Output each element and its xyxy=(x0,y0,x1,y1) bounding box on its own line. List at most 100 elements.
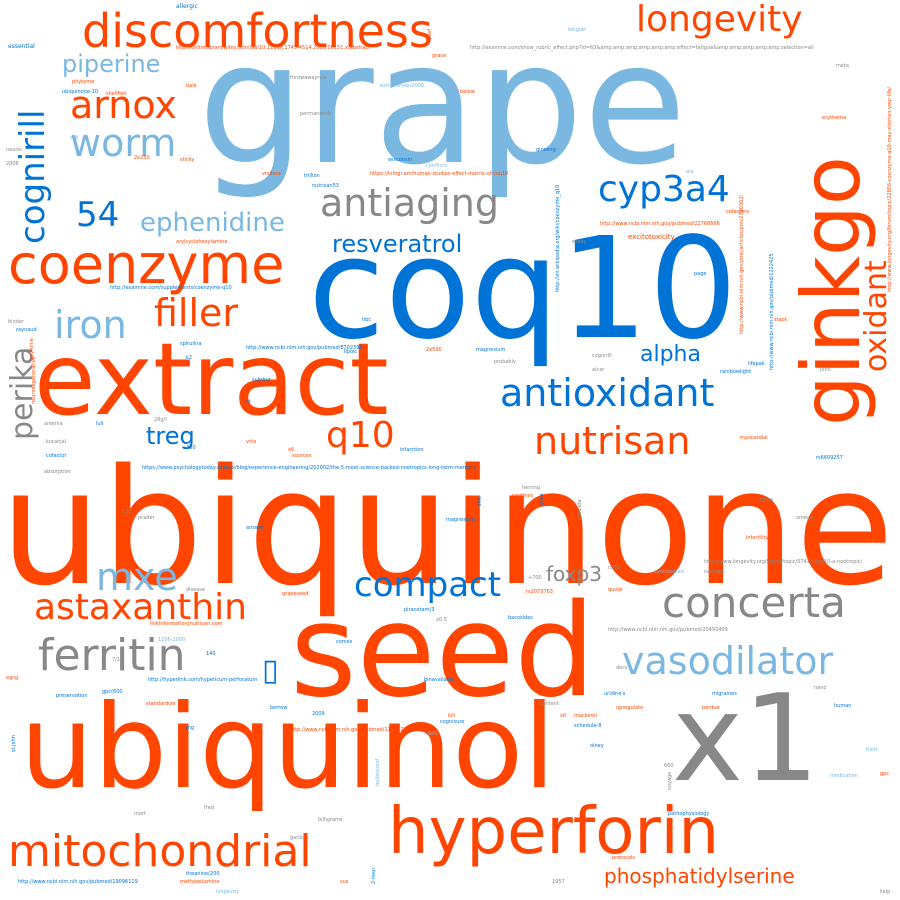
word-throwawayrule: throwawayrule xyxy=(290,75,328,81)
word-vitis: vitis xyxy=(246,439,257,445)
word-soil: soil xyxy=(70,135,79,141)
url-pmc2790362: http://www.ncbi.nlm.nih.gov/pmc/articles… xyxy=(739,194,745,334)
word-belgian: belgian xyxy=(568,27,587,33)
word-7-10: 7/10 xyxy=(112,657,124,663)
word-plus350: +350 xyxy=(182,445,196,451)
word-page: page xyxy=(694,271,707,277)
word-lifepak: lifepak xyxy=(748,361,765,367)
url-examine-rubric: http://examine.com/show_rubric_effect.ph… xyxy=(470,45,814,51)
url-hyperlink: http://hyperlink.com/hypericum-perforatu… xyxy=(148,677,258,683)
url-longevity-22856: http://www.longevity.org/forum/topic/228… xyxy=(887,86,893,292)
word-2009: 2009 xyxy=(312,711,325,717)
url-wiley: http://onlinelibrary.wiley.com/doi/10.11… xyxy=(176,45,371,51)
word-human: human xyxy=(834,703,852,709)
url-wikipedia-coq10: http://en.wikipedia.org/wiki/coenzyme_q1… xyxy=(555,184,561,292)
word-gpc600: gpc(600 xyxy=(102,689,123,695)
word-cognirill-small: cognirill xyxy=(592,353,612,359)
word-egcg: egcg xyxy=(6,675,19,681)
word-mitochondrial: mitochondrial xyxy=(8,826,312,877)
word-fred: fred xyxy=(204,805,214,811)
word-binder: binder xyxy=(8,319,25,325)
word-answer: answer xyxy=(246,525,265,531)
word-cofactors: cofactors xyxy=(726,209,750,215)
word-infarction: infarction xyxy=(400,447,424,453)
word-cyp3a4: cyp3a4 xyxy=(598,169,730,210)
word-olney: olney xyxy=(590,743,604,749)
word-grace: grace xyxy=(432,53,447,59)
word-bulletproof: bulletproof xyxy=(375,758,381,786)
word-naringin: naringin xyxy=(704,569,725,575)
word-concerta: concerta xyxy=(662,578,846,627)
word-mma: mma xyxy=(760,497,773,503)
word-ubiquinol: ubiquinol xyxy=(20,680,556,815)
word-essential: essential xyxy=(8,43,35,50)
word-nutrisan: nutrisan xyxy=(534,419,691,463)
word-140: 140 xyxy=(206,651,216,657)
word-hbc: hbc xyxy=(362,317,372,323)
word-54: 54 xyxy=(76,195,120,235)
word-s600: s.600 xyxy=(424,731,438,737)
word-iron: iron xyxy=(54,303,127,347)
word-resveratrol: resveratrol xyxy=(332,230,463,258)
word-vinifera: vinifera xyxy=(262,171,281,177)
word-below: below xyxy=(460,89,475,95)
word-coenzyme: coenzyme xyxy=(8,233,285,296)
word-bale: bale xyxy=(186,83,197,89)
word-x6: x6 xyxy=(288,447,295,453)
word-theanine200: theanine(200 xyxy=(186,871,220,877)
word-perdue: perdue xyxy=(702,705,720,711)
word-k2: k2 xyxy=(186,355,193,361)
word-food: food xyxy=(866,747,878,753)
word-filler: filler xyxy=(154,291,239,335)
word-seed: seed xyxy=(290,577,596,726)
word-probably: probably xyxy=(494,359,516,365)
word-erythema: erythema xyxy=(822,115,847,121)
word-grape: grape xyxy=(198,6,687,202)
word-rhodiola: rhodiola xyxy=(577,499,583,520)
word-infertility: infertility xyxy=(746,535,769,541)
word-ephenidine: ephenidine xyxy=(140,208,285,238)
word-alcar: alcar xyxy=(592,367,605,373)
word-astaxanthin: astaxanthin xyxy=(34,587,247,628)
word-longevity: longevity xyxy=(636,0,803,40)
word-prader: prader xyxy=(138,515,155,521)
word-plus700: +700 xyxy=(528,575,542,581)
word-hyperforin: hyperforin xyxy=(388,795,720,869)
word-meta: meta xyxy=(836,63,849,69)
word-upregulate: upregulate xyxy=(616,705,644,711)
word-mackerel: mackerel xyxy=(574,713,597,719)
word-synthesized: synthesized xyxy=(654,569,684,575)
word-ferritin: ferritin xyxy=(38,630,186,681)
word-worm: worm xyxy=(70,121,177,165)
word-vit: vit xyxy=(560,713,567,719)
word-2006: 2006 xyxy=(6,161,19,167)
word-schedule-8: schedule-8 xyxy=(574,723,602,729)
word-magnesium-1: magnesium xyxy=(476,347,506,353)
word-x0.5: x0.5 xyxy=(436,617,447,623)
word-myocardial: myocardial xyxy=(740,435,768,441)
word-rs6609257: rs6609257 xyxy=(816,455,843,461)
word-standardize: standardize xyxy=(146,701,176,707)
word-q10: q10 xyxy=(326,415,395,456)
word-extraversion2006: extraversion2006 xyxy=(380,83,425,89)
word-mg: mg xyxy=(186,725,195,731)
word-vasodilator: vasodilator xyxy=(622,639,834,683)
word-trillion: trillion xyxy=(304,173,320,179)
word-lull: lull xyxy=(96,421,104,427)
word-silica: silica xyxy=(539,493,545,506)
word-wisconsin: wisconsin xyxy=(388,157,413,163)
word-mxe: mxe xyxy=(96,555,178,599)
url-pubmed-11983225: http://www.ncbi.nlm.nih.gov/pubmed/11983… xyxy=(290,727,410,733)
word-stack: stack xyxy=(774,317,788,323)
word-absorption: absorption xyxy=(44,469,71,475)
url-longevity-57413: http://www.longevity.org/forum/topic/574… xyxy=(704,559,863,565)
url-examine-coq10: http://examine.com/supplements/coenzyme-… xyxy=(110,285,232,291)
word-zinc: zinc xyxy=(477,496,483,506)
word-2x500: 2x500 xyxy=(426,347,442,353)
word-content: content xyxy=(540,701,560,707)
word-arnox: arnox xyxy=(70,83,177,127)
word-2-hour: 2-hour xyxy=(371,867,377,884)
word-raynaud: raynaud xyxy=(16,327,37,333)
word-conflicts: conflicts xyxy=(426,163,447,169)
word-foxp3: foxp3 xyxy=(546,562,602,586)
